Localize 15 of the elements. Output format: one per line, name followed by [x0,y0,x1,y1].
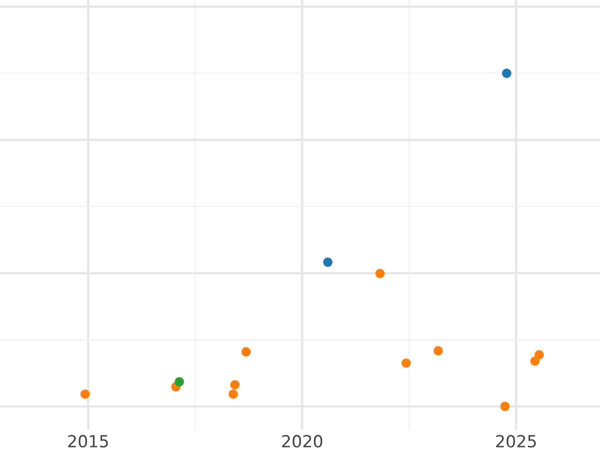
point [241,347,251,356]
point [80,389,90,399]
point [323,258,332,267]
x-tick-label: 2020 [282,434,322,448]
point [228,389,238,399]
x-tick-label: 2015 [68,434,108,448]
x-tick-label: 2025 [496,434,536,448]
point [500,402,510,412]
point [230,380,240,390]
point [401,358,411,368]
point [174,377,184,386]
point [502,68,512,78]
point [534,350,544,360]
point [434,346,443,356]
point [375,268,385,278]
